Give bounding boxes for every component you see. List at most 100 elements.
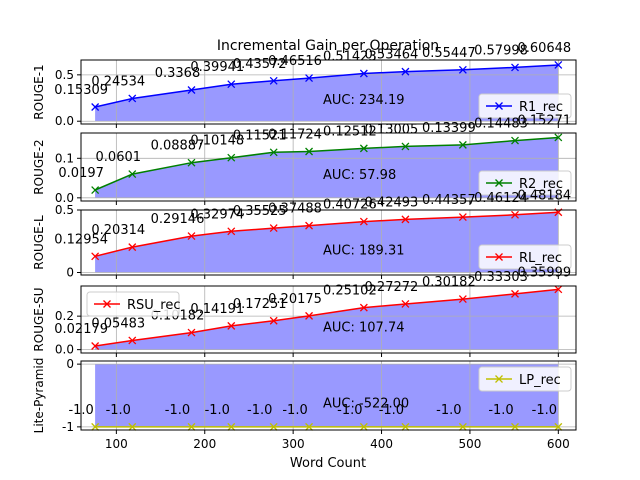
data-point-LP_rec xyxy=(554,422,563,431)
marker-stroke xyxy=(227,321,236,330)
marker-stroke xyxy=(269,224,278,233)
data-label: 0.24534 xyxy=(91,74,145,89)
data-label: 0.14191 xyxy=(190,302,244,317)
y-tick-label: 0.5 xyxy=(55,203,74,217)
marker-stroke xyxy=(401,67,410,76)
marker-stroke xyxy=(554,285,563,294)
data-point-RL_rec xyxy=(401,215,410,224)
data-point-R1_rec xyxy=(458,65,467,74)
data-point-R1_rec xyxy=(187,86,196,94)
data-point-RSU_rec xyxy=(458,295,467,304)
chart-title: Incremental Gain per Operation xyxy=(217,38,439,54)
marker-stroke xyxy=(359,303,368,312)
legend-marker xyxy=(495,179,503,187)
y-tick-label: 0 xyxy=(66,266,74,280)
auc-annotation: AUC: 107.74 xyxy=(323,321,405,336)
marker-stroke xyxy=(511,289,519,298)
data-label: -1.0 xyxy=(247,403,272,418)
data-point-R1_rec xyxy=(401,67,410,76)
marker-stroke xyxy=(458,65,467,74)
marker-stroke xyxy=(91,252,100,261)
marker-stroke xyxy=(554,133,563,142)
marker-stroke xyxy=(91,342,100,350)
panel-2: 0.01970.06010.088870.101480.115210.11724… xyxy=(32,113,577,205)
marker-stroke xyxy=(91,422,100,431)
data-label: 0.17251 xyxy=(233,297,287,312)
legend-R1_rec: R1_rec xyxy=(478,93,572,119)
marker-stroke xyxy=(187,232,196,241)
legend-label: LP_rec xyxy=(519,373,561,388)
data-point-RL_rec xyxy=(128,243,137,252)
data-label: 0.14483 xyxy=(474,117,528,132)
panel-1: 0.153090.245340.33680.399410.435720.4651… xyxy=(32,41,577,128)
data-label: 0.33303 xyxy=(474,270,528,285)
data-point-LP_rec xyxy=(359,422,368,431)
area-fill-RL_rec xyxy=(95,212,559,273)
data-label: 0.60648 xyxy=(517,41,571,56)
y-tick-label: 0.0 xyxy=(55,191,74,205)
data-point-R1_rec xyxy=(359,69,368,78)
data-label: 0.27272 xyxy=(365,280,419,295)
marker-stroke xyxy=(359,217,368,226)
data-point-RL_rec xyxy=(458,213,467,222)
marker-stroke xyxy=(359,422,368,431)
y-axis-label: ROUGE-1 xyxy=(32,64,46,119)
data-label: 0.42493 xyxy=(365,195,419,210)
data-point-R1_rec xyxy=(554,61,563,69)
data-point-R2_rec xyxy=(91,186,100,195)
x-tick-label: 400 xyxy=(370,437,393,451)
marker-stroke xyxy=(554,61,563,69)
auc-annotation: AUC: 234.19 xyxy=(323,93,405,108)
data-label: 0.10148 xyxy=(190,134,244,149)
x-tick-label: 600 xyxy=(547,437,570,451)
marker-stroke xyxy=(187,158,196,167)
auc-annotation: AUC: -522.00 xyxy=(323,397,409,412)
data-point-R1_rec xyxy=(227,80,236,89)
data-label: 0.35999 xyxy=(517,265,571,280)
data-point-RSU_rec xyxy=(227,321,236,330)
marker-stroke xyxy=(359,69,368,78)
data-label: -1.0 xyxy=(337,403,362,418)
data-point-RSU_rec xyxy=(359,303,368,312)
data-label: -1.0 xyxy=(106,403,131,418)
marker-stroke xyxy=(511,63,519,72)
marker-stroke xyxy=(511,210,519,219)
data-point-R2_rec xyxy=(554,133,563,142)
marker-stroke xyxy=(128,94,137,103)
data-label: -1.0 xyxy=(488,403,513,418)
y-tick-label: 0.0 xyxy=(55,343,74,357)
data-point-LP_rec xyxy=(128,422,137,431)
marker-stroke xyxy=(305,311,314,320)
marker-stroke xyxy=(187,86,196,94)
data-point-RL_rec xyxy=(227,227,236,236)
marker-stroke xyxy=(128,243,137,252)
marker-stroke xyxy=(554,422,563,431)
data-point-LP_rec xyxy=(187,422,196,431)
data-label: 0.37488 xyxy=(268,202,322,217)
data-point-R1_rec xyxy=(305,74,314,83)
area-fill-RSU_rec xyxy=(95,289,559,350)
marker-stroke xyxy=(359,144,368,153)
data-label: 0.15271 xyxy=(517,113,571,128)
data-point-LP_rec xyxy=(401,422,410,431)
y-tick-label: 0 xyxy=(66,357,74,371)
x-tick-label: 200 xyxy=(193,437,216,451)
data-point-RSU_rec xyxy=(305,311,314,320)
x-tick-label: 500 xyxy=(458,437,481,451)
data-label: 0.12512 xyxy=(323,124,377,139)
data-label: 0.0601 xyxy=(96,150,142,165)
data-point-RSU_rec xyxy=(128,336,137,345)
data-point-LP_rec xyxy=(458,422,467,431)
y-tick-label: 0.0 xyxy=(55,114,74,128)
data-point-R2_rec xyxy=(401,142,410,151)
data-point-R2_rec xyxy=(269,148,278,157)
data-label: -1.0 xyxy=(379,403,404,418)
data-label: 0.11521 xyxy=(233,128,287,143)
auc-annotation: AUC: 57.98 xyxy=(323,168,396,183)
legend-label: R2_rec xyxy=(519,177,563,192)
data-label: 0.30182 xyxy=(422,275,476,290)
data-point-RSU_rec xyxy=(554,285,563,294)
data-label: -1.0 xyxy=(282,403,307,418)
y-axis-label: ROUGE-SU xyxy=(32,287,46,351)
data-label: -1.0 xyxy=(165,403,190,418)
